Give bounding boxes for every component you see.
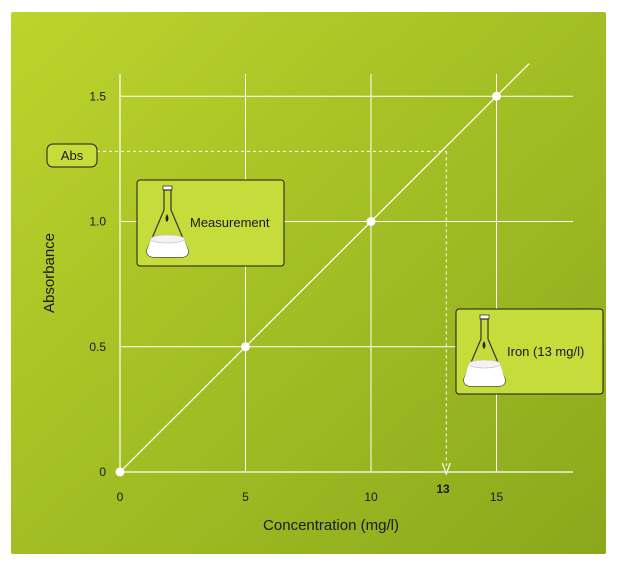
- data-point: [366, 217, 376, 226]
- x-tick-label: 5: [242, 490, 249, 504]
- x-tick-label: 10: [364, 490, 378, 504]
- flask-icon: [463, 314, 506, 387]
- calibration-line: [119, 63, 530, 473]
- data-point: [241, 342, 250, 352]
- x-tick-label: 0: [117, 490, 124, 504]
- y-tick-label: 0.5: [89, 340, 106, 354]
- chart-background: [11, 12, 606, 554]
- y-tick-label: 1.5: [89, 89, 106, 103]
- iron-label: Iron (13 mg/l): [507, 344, 584, 359]
- tick-labels: 0 5 10 15 0 0.5 1.0 1.5: [89, 89, 503, 504]
- y-tick-label: 1.0: [89, 215, 106, 229]
- reading-x-label: 13: [436, 482, 450, 496]
- x-tick-label: 15: [490, 490, 504, 504]
- measurement-box: Measurement: [136, 179, 285, 267]
- abs-label: Abs: [61, 148, 84, 163]
- flask-icon: [146, 185, 189, 258]
- x-axis-title: Concentration (mg/l): [263, 517, 399, 534]
- axes: [119, 74, 573, 473]
- series-group: [115, 63, 530, 477]
- data-point: [115, 467, 125, 477]
- data-point: [492, 91, 501, 101]
- iron-box: Iron (13 mg/l): [455, 308, 604, 395]
- measurement-label: Measurement: [190, 215, 270, 230]
- reading-arrowhead: [441, 462, 451, 476]
- abs-label-box: Abs: [46, 143, 98, 168]
- y-tick-label: 0: [99, 465, 106, 479]
- reading-guides: [97, 150, 451, 476]
- y-axis-title: Absorbance: [41, 233, 58, 313]
